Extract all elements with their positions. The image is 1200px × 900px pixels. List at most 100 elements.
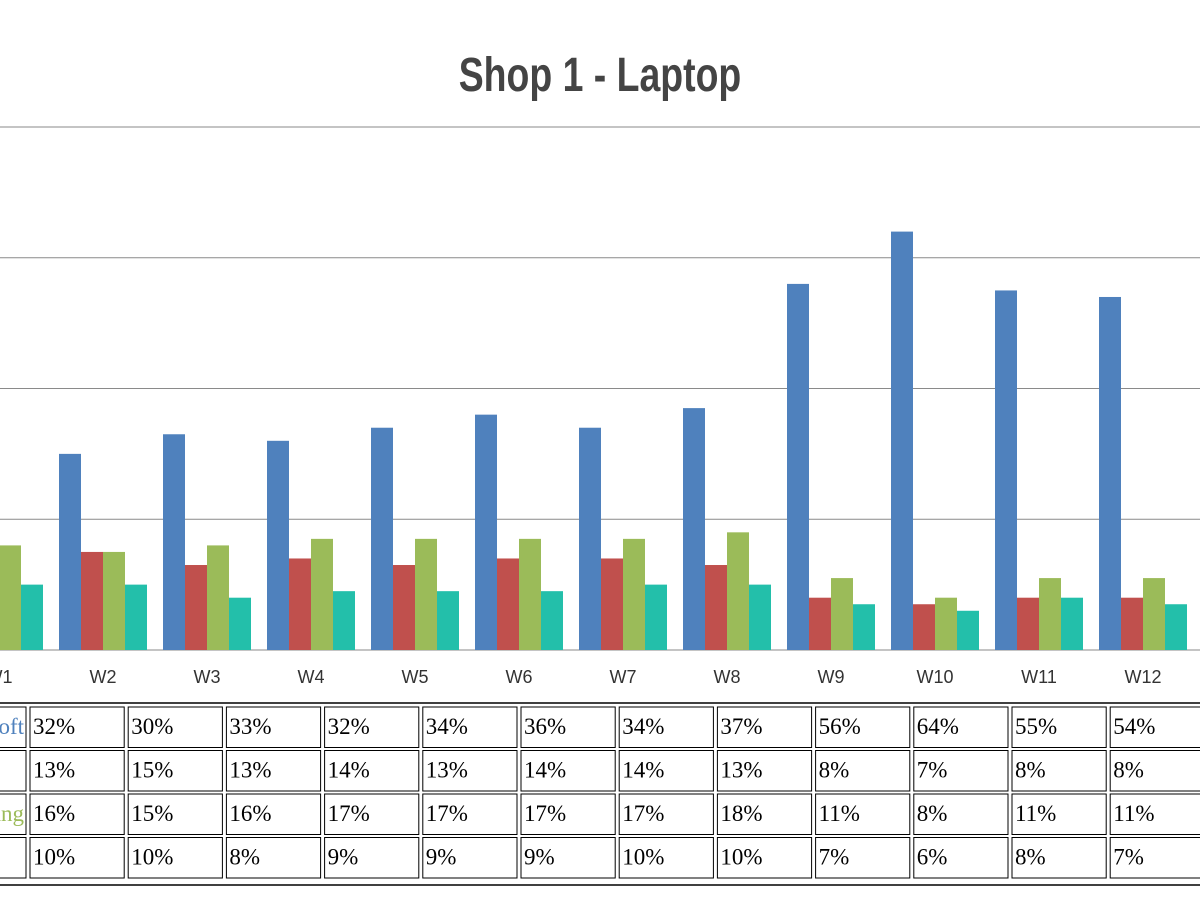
table-value: 9% bbox=[426, 845, 457, 870]
table-value: 11% bbox=[819, 801, 860, 826]
bar bbox=[853, 604, 875, 650]
bar bbox=[497, 558, 519, 650]
x-tick-label: W8 bbox=[714, 667, 741, 687]
table-cell bbox=[1011, 750, 1107, 792]
x-tick-label: W12 bbox=[1124, 667, 1161, 687]
table-value: 14% bbox=[524, 758, 566, 783]
bar bbox=[163, 434, 185, 650]
x-tick-label: W4 bbox=[298, 667, 325, 687]
table-cell bbox=[324, 793, 420, 835]
table-cell bbox=[225, 706, 322, 748]
table-value: 18% bbox=[720, 801, 762, 826]
bar bbox=[1099, 296, 1121, 650]
table-cell bbox=[815, 706, 911, 748]
table-value: 11% bbox=[1015, 801, 1056, 826]
bar bbox=[0, 545, 21, 650]
bar bbox=[475, 414, 497, 650]
table-cell bbox=[422, 837, 518, 879]
x-tick-label: W1 bbox=[0, 667, 13, 687]
table-cell bbox=[127, 706, 223, 748]
bar bbox=[645, 584, 667, 650]
table-value: 33% bbox=[229, 714, 271, 739]
table-value: 8% bbox=[1015, 845, 1046, 870]
x-tick-label: W2 bbox=[90, 667, 117, 687]
bar bbox=[683, 408, 705, 650]
table-value: 17% bbox=[328, 801, 370, 826]
table-cell bbox=[0, 837, 27, 879]
table-value: 13% bbox=[229, 758, 271, 783]
table-cell bbox=[520, 750, 616, 792]
table-cell bbox=[127, 750, 223, 792]
table-cell bbox=[225, 837, 322, 879]
table-value: 8% bbox=[1113, 758, 1144, 783]
bar bbox=[229, 597, 251, 650]
table-cell bbox=[127, 793, 223, 835]
bar bbox=[393, 565, 415, 650]
table-cell bbox=[127, 837, 223, 879]
bar bbox=[59, 453, 81, 650]
table-value: 15% bbox=[131, 801, 173, 826]
table-cell bbox=[913, 706, 1009, 748]
table-cell bbox=[1109, 837, 1200, 879]
table-cell bbox=[520, 837, 616, 879]
table-value: 34% bbox=[426, 714, 468, 739]
table-value: 10% bbox=[33, 845, 75, 870]
table-cell bbox=[422, 793, 518, 835]
bar bbox=[749, 584, 771, 650]
bar bbox=[1143, 578, 1165, 650]
table-cell bbox=[520, 793, 616, 835]
bar bbox=[913, 604, 935, 650]
chart-title: Shop 1 - Laptop bbox=[459, 48, 742, 102]
table-value: 15% bbox=[131, 758, 173, 783]
table-value: 9% bbox=[328, 845, 359, 870]
bar bbox=[623, 538, 645, 650]
table-cell bbox=[618, 706, 714, 748]
table-cell bbox=[815, 837, 911, 879]
table-cell bbox=[618, 750, 714, 792]
table-cell bbox=[716, 706, 813, 748]
x-tick-label: W9 bbox=[818, 667, 845, 687]
bar bbox=[579, 427, 601, 650]
table-value: 16% bbox=[229, 801, 271, 826]
table-value: 17% bbox=[622, 801, 664, 826]
table-cell bbox=[29, 706, 125, 748]
bar bbox=[185, 565, 207, 650]
table-cell bbox=[716, 793, 813, 835]
bar bbox=[727, 532, 749, 650]
bar bbox=[957, 610, 979, 650]
table-cell bbox=[1109, 706, 1200, 748]
table-value: 37% bbox=[720, 714, 762, 739]
table-value: 8% bbox=[819, 758, 850, 783]
bar bbox=[787, 283, 809, 650]
table-cell bbox=[225, 793, 322, 835]
bar bbox=[207, 545, 229, 650]
bar bbox=[81, 551, 103, 650]
table-value: 54% bbox=[1113, 714, 1155, 739]
table-cell bbox=[29, 750, 125, 792]
table-value: 13% bbox=[33, 758, 75, 783]
bar bbox=[1061, 597, 1083, 650]
x-tick-label: W10 bbox=[916, 667, 953, 687]
table-cell bbox=[0, 750, 27, 792]
bar bbox=[705, 565, 727, 650]
table-cell bbox=[1109, 793, 1200, 835]
bar bbox=[1039, 578, 1061, 650]
bar bbox=[289, 558, 311, 650]
table-value: 30% bbox=[131, 714, 173, 739]
bar bbox=[541, 591, 563, 650]
bar bbox=[935, 597, 957, 650]
bar bbox=[1121, 597, 1143, 650]
x-tick-label: W5 bbox=[402, 667, 429, 687]
x-tick-label: W3 bbox=[194, 667, 221, 687]
table-cell bbox=[913, 837, 1009, 879]
bar bbox=[601, 558, 623, 650]
table-cell bbox=[815, 750, 911, 792]
table-cell bbox=[618, 837, 714, 879]
bar bbox=[103, 551, 125, 650]
table-value: 10% bbox=[720, 845, 762, 870]
table-cell bbox=[324, 750, 420, 792]
table-value: 11% bbox=[1113, 801, 1154, 826]
table-cell bbox=[29, 793, 125, 835]
table-cell bbox=[1109, 750, 1200, 792]
table-cell bbox=[422, 706, 518, 748]
